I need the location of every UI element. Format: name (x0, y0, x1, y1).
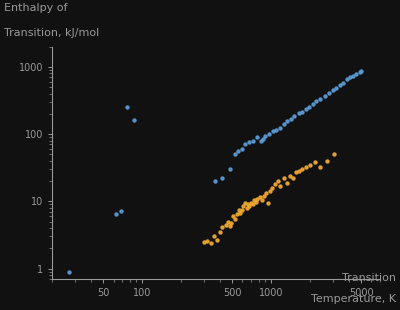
Point (267, 189, 273, 194)
Point (312, 160, 318, 165)
Point (270, 129, 276, 134)
Point (258, 138, 264, 143)
Point (324, 158, 330, 163)
Point (333, 85, 339, 90)
Point (204, 238, 210, 243)
Point (303, 107, 310, 112)
Point (280, 122, 287, 127)
Point (321, 93, 328, 98)
Point (234, 149, 241, 154)
Point (277, 183, 284, 188)
Point (336, 83, 343, 88)
Point (244, 202, 251, 207)
Point (288, 116, 294, 121)
Point (230, 214, 236, 219)
Text: Temperature, K: Temperature, K (311, 294, 396, 304)
Point (117, 208, 124, 213)
Point (244, 205, 250, 210)
Point (252, 199, 259, 204)
Point (250, 201, 256, 206)
Point (200, 239, 207, 244)
Point (306, 104, 312, 109)
Point (238, 207, 245, 212)
Point (293, 170, 299, 175)
Point (113, 211, 120, 216)
Point (340, 81, 346, 86)
Point (250, 138, 256, 143)
Point (239, 146, 246, 151)
Point (265, 200, 271, 205)
Point (344, 77, 350, 82)
Point (219, 176, 226, 181)
Point (290, 176, 296, 181)
Point (357, 69, 363, 74)
Point (296, 169, 302, 174)
Point (254, 135, 260, 140)
Point (224, 219, 231, 224)
Point (287, 173, 293, 178)
Point (303, 165, 310, 170)
Point (347, 75, 353, 80)
Point (284, 181, 290, 186)
Point (223, 222, 230, 227)
Point (299, 167, 306, 172)
Point (214, 237, 220, 242)
Point (232, 152, 239, 157)
Point (329, 88, 336, 93)
Point (251, 197, 257, 202)
Point (273, 127, 280, 132)
Point (291, 113, 298, 118)
Point (358, 68, 364, 73)
Point (240, 204, 246, 209)
Point (131, 118, 138, 123)
Point (242, 200, 248, 205)
Text: Transition, kJ/mol: Transition, kJ/mol (4, 28, 99, 38)
Point (299, 109, 306, 114)
Point (309, 102, 316, 107)
Point (212, 179, 218, 184)
Point (246, 140, 253, 145)
Point (235, 207, 242, 212)
Point (307, 162, 313, 167)
Point (350, 73, 356, 78)
Point (227, 167, 233, 172)
Point (254, 196, 260, 201)
Point (242, 142, 248, 147)
Point (211, 234, 217, 239)
Text: Enthalpy of: Enthalpy of (4, 3, 68, 13)
Point (280, 176, 287, 181)
Point (227, 224, 233, 228)
Point (257, 195, 263, 200)
Point (236, 210, 243, 215)
Point (228, 220, 234, 225)
Point (266, 131, 272, 136)
Point (317, 165, 323, 170)
Point (269, 186, 275, 191)
Point (219, 224, 226, 229)
Point (124, 105, 131, 110)
Point (216, 229, 223, 234)
Point (353, 71, 360, 76)
Point (272, 182, 278, 187)
Text: Transition: Transition (342, 273, 396, 283)
Point (262, 190, 269, 195)
Point (246, 204, 253, 209)
Point (259, 197, 265, 202)
Point (208, 241, 214, 246)
Point (326, 90, 332, 95)
Point (296, 111, 302, 116)
Point (233, 211, 240, 216)
Point (331, 152, 338, 157)
Point (284, 119, 290, 124)
Point (275, 179, 281, 184)
Point (66, 269, 72, 274)
Point (262, 133, 268, 138)
Point (277, 125, 284, 130)
Point (259, 136, 266, 141)
Point (232, 216, 239, 221)
Point (317, 97, 323, 102)
Point (248, 200, 254, 205)
Point (313, 99, 320, 104)
Point (261, 193, 267, 198)
